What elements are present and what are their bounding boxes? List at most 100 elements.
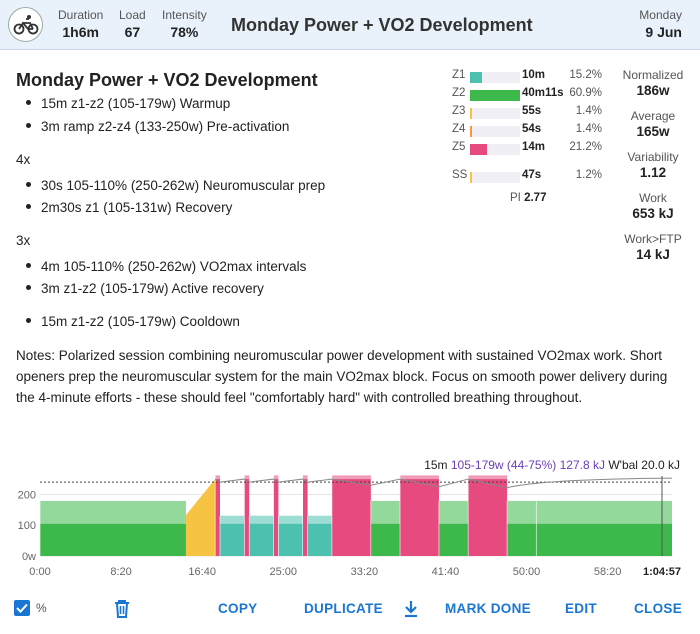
wbal-curve <box>214 477 673 489</box>
power-segment <box>273 479 279 556</box>
zone-time: 47s <box>522 169 542 181</box>
power-segment <box>536 523 672 556</box>
download-icon[interactable] <box>403 599 419 624</box>
bullet-icon <box>26 262 31 268</box>
workout-step: 15m z1-z2 (105-179w) Cooldown <box>26 314 240 329</box>
zone-percent: 1.4% <box>575 123 602 135</box>
zone-percent: 1.4% <box>575 105 602 117</box>
repeat-count: 4x <box>16 152 30 167</box>
stat-load: Load 67 <box>119 8 146 40</box>
metric-label: Normalized <box>622 68 684 82</box>
metric: Variability 1.12 <box>617 150 689 180</box>
power-segment <box>370 523 401 556</box>
zone-row: Z2 40m11s 60.9% <box>452 87 612 101</box>
zone-label: Z5 <box>452 141 466 153</box>
zone-bar-track <box>470 144 520 155</box>
bullet-icon <box>26 181 31 187</box>
zone-bar <box>470 172 472 183</box>
close-button[interactable]: CLOSE <box>634 601 683 616</box>
zone-bar <box>470 126 472 137</box>
info-work: 127.8 kJ <box>559 458 605 472</box>
power-segment-range <box>536 500 672 524</box>
pi-number: 2.77 <box>524 192 547 204</box>
power-segment <box>438 523 469 556</box>
step-text: 4x <box>16 152 31 167</box>
step-text: 30s 105-110% (250-262w) Neuromuscular pr… <box>41 178 326 193</box>
bicycle-icon <box>8 7 43 42</box>
zone-label: Z1 <box>452 69 466 81</box>
x-tick-label: 16:40 <box>188 566 216 578</box>
power-segment-range <box>215 475 221 480</box>
repeat-count: 3x <box>16 233 30 248</box>
edit-button[interactable]: EDIT <box>565 601 597 616</box>
step-text: 3m ramp z2-z4 (133-250w) Pre-activation <box>41 119 290 134</box>
workout-step: 3m z1-z2 (105-179w) Active recovery <box>26 281 264 296</box>
power-segment-range <box>273 475 279 480</box>
percent-checkbox[interactable] <box>14 600 30 616</box>
power-segment <box>278 523 303 556</box>
stat-value: 67 <box>124 24 141 40</box>
zone-percent: 1.2% <box>575 169 602 181</box>
y-tick-label: 0w <box>22 551 36 563</box>
workout-step: 3m ramp z2-z4 (133-250w) Pre-activation <box>26 119 289 134</box>
header-date-value: 9 Jun <box>645 24 682 40</box>
duplicate-button[interactable]: DUPLICATE <box>304 601 383 616</box>
stat-label: Intensity <box>162 8 207 22</box>
pi-label: PI <box>510 192 521 204</box>
metric-value: 14 kJ <box>636 247 670 262</box>
zone-time: 14m <box>522 141 546 153</box>
stat-label: Load <box>119 8 146 22</box>
power-segment <box>468 479 508 556</box>
zone-bar-track <box>470 126 520 137</box>
power-segment <box>507 523 537 556</box>
metric: Work 653 kJ <box>617 191 689 221</box>
power-segment-range <box>307 515 332 524</box>
workout-step: 4m 105-110% (250-262w) VO2max intervals <box>26 259 306 274</box>
zone-row: Z3 55s 1.4% <box>452 105 612 119</box>
zone-bar <box>470 144 488 155</box>
step-text: 15m z1-z2 (105-179w) Cooldown <box>41 314 240 329</box>
percent-label: % <box>36 601 47 615</box>
zone-row: Z1 10m 15.2% <box>452 69 612 83</box>
step-text: 15m z1-z2 (105-179w) Warmup <box>41 96 231 111</box>
stat-label: Duration <box>58 8 104 22</box>
delete-icon[interactable] <box>113 599 131 624</box>
x-tick-label: 58:20 <box>594 566 622 578</box>
workout-title: Monday Power + VO2 Development <box>16 70 318 90</box>
zone-time: 54s <box>522 123 542 135</box>
metric-value: 186w <box>636 83 670 98</box>
workout-chart[interactable]: 0w 100 200 0:00 8:20 16:40 25:00 33:20 41:40 50:0… <box>0 472 700 582</box>
metric-label: Work>FTP <box>624 232 682 246</box>
mark-done-button[interactable]: MARK DONE <box>445 601 531 616</box>
step-text: 3x <box>16 233 31 248</box>
zone-bar-track <box>470 108 520 119</box>
copy-button[interactable]: COPY <box>218 601 258 616</box>
power-segment-range <box>438 500 469 524</box>
metric: Work>FTP 14 kJ <box>617 232 689 262</box>
zone-row: Z4 54s 1.4% <box>452 123 612 137</box>
step-text: 2m30s z1 (105-131w) Recovery <box>41 200 233 215</box>
step-text: 4m 105-110% (250-262w) VO2max intervals <box>41 259 307 274</box>
metric-value: 165w <box>636 124 670 139</box>
bullet-icon <box>26 203 31 209</box>
step-text: 3m z1-z2 (105-179w) Active recovery <box>41 281 264 296</box>
stat-value: 78% <box>170 24 199 40</box>
power-segment <box>302 479 308 556</box>
zone-label: Z3 <box>452 105 466 117</box>
bullet-icon <box>26 99 31 105</box>
zone-bar-track <box>470 72 520 83</box>
bullet-icon <box>26 122 31 128</box>
workout-step: 30s 105-110% (250-262w) Neuromuscular pr… <box>26 178 325 193</box>
power-segment-range <box>244 475 250 480</box>
x-tick-label: 8:20 <box>110 566 131 578</box>
power-segment-range <box>400 475 439 480</box>
power-segment-range <box>278 515 303 524</box>
zone-percent: 60.9% <box>569 87 602 99</box>
metric-value: 1.12 <box>639 165 667 180</box>
header-title: Monday Power + VO2 Development <box>231 15 533 35</box>
power-segment-range <box>331 475 371 480</box>
x-tick-label: 33:20 <box>351 566 379 578</box>
zone-time: 40m11s <box>522 87 564 99</box>
x-tick-label: 25:00 <box>269 566 297 578</box>
power-segment-range <box>40 500 186 524</box>
